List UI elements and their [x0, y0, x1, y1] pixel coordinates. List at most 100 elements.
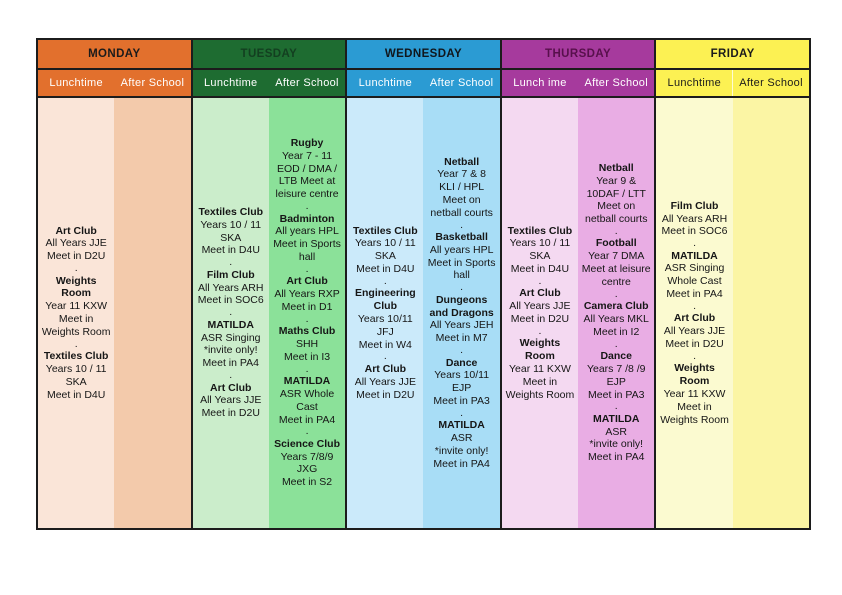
club-title: Maths Club [278, 325, 336, 338]
club-detail: Meet in Sports hall [427, 256, 496, 282]
day-body-thursday: Textiles Club Years 10 / 11 SKA Meet in D4… [501, 98, 655, 528]
after-school-cell-friday [732, 98, 809, 528]
club-detail: ASR Whole Cast [279, 387, 335, 413]
day-column-tuesday: TUESDAY Lunchtime After School Textiles Clu… [190, 40, 346, 528]
club-detail: Year 9 & 10DAF / LTT [586, 174, 646, 200]
club-entry: Weights Room Year 11 KXW Meet in Weights R… [505, 337, 575, 401]
lunchtime-header-friday: Lunchtime [667, 77, 721, 89]
club-detail: All Years ARH Meet in SOC6 [661, 212, 728, 238]
club-list: Textiles Club Years 10 / 11 SKA Meet in D4… [505, 225, 575, 402]
club-entry: Art Club All Years RXP Meet in D1 [272, 275, 342, 313]
day-header-friday: FRIDAY [656, 40, 809, 68]
session-header-row-monday: Lunchtime After School [38, 68, 191, 98]
entry-separator: . [305, 262, 309, 275]
club-detail: Meet in D4U [510, 263, 570, 276]
entry-separator: . [305, 425, 309, 438]
club-detail: Year 11 KXW [508, 362, 571, 375]
club-detail: Year 7 & 8 [437, 168, 486, 181]
entry-separator: . [305, 199, 309, 212]
club-detail: Meet on netball courts [430, 193, 493, 219]
club-title: Film Club [206, 268, 255, 281]
club-title: Art Club [210, 381, 252, 394]
lunchtime-header-tuesday: Lunchtime [204, 77, 258, 89]
club-entry: Weights Room Year 11 KXW Meet in Weights R… [659, 362, 729, 426]
club-entry: Rugby Year 7 - 11 EOD / DMA / LTB Meet at … [272, 137, 342, 201]
club-entry: Textiles Club Years 10 / 11 SKA Meet in D4… [505, 225, 575, 276]
club-detail: *invite only! [203, 344, 258, 357]
club-detail: Year 7 - 11 [281, 149, 333, 162]
club-title: Art Club [673, 312, 716, 325]
club-title: Netball [598, 161, 634, 174]
club-entry: Science Club Years 7/8/9 JXG Meet in S2 [272, 438, 342, 489]
club-detail: All Years JEH [429, 319, 494, 332]
club-detail: Meet in Weights Room [660, 400, 729, 426]
day-header-thursday: THURSDAY [501, 40, 655, 68]
day-body-monday: Art Club All Years JJE Meet in D2U. Weights… [38, 98, 191, 528]
club-detail: Meet in Weights Room [41, 313, 111, 338]
entry-separator: . [614, 224, 618, 237]
club-detail: Meet in S2 [281, 476, 333, 489]
club-entry: Netball Year 7 & 8 KLI / HPL Meet on netbal… [426, 156, 496, 220]
day-column-friday: FRIDAY Lunchtime After School Film Club All … [654, 40, 809, 528]
club-title: Film Club [670, 199, 719, 212]
after-school-header-tuesday: After School [275, 77, 339, 89]
session-header-row-friday: Lunchtime After School [656, 68, 809, 98]
club-title: Engineering Club [354, 287, 416, 313]
club-entry: Basketball All years HPL Meet in Sports ha… [426, 231, 496, 282]
club-entry: Dungeons and Dragons All Years JEH Meet in… [426, 294, 496, 345]
lunchtime-cell-monday: Art Club All Years JJE Meet in D2U. Weights… [38, 98, 115, 528]
entry-separator: . [305, 312, 309, 325]
club-detail: *invite only! [589, 438, 644, 451]
club-detail: Meet in M7 [435, 332, 488, 345]
club-detail: Year 7 DMA [588, 250, 645, 263]
club-detail: Years 10 / 11 SKA [45, 362, 107, 388]
after-school-cell-thursday: Netball Year 9 & 10DAF / LTT Meet on netba… [578, 98, 655, 528]
club-entry: Art Club All Years JJE Meet in D2U [350, 363, 420, 401]
club-detail: Years 10 / 11 SKA [200, 218, 262, 244]
club-entry: MATILDA ASR Singing Whole Cast Meet in PA4 [659, 250, 729, 301]
entry-separator: . [614, 287, 618, 300]
club-detail: All years HPL [275, 225, 339, 238]
club-title: Art Club [286, 275, 328, 288]
club-entry: Art Club All Years JJE Meet in D2U [659, 312, 729, 350]
club-detail: Meet in D4U [356, 263, 415, 276]
club-detail: Meet in PA4 [588, 451, 645, 464]
club-list: Textiles Club Years 10 / 11 SKA Meet in D4… [350, 225, 420, 402]
club-entry: MATILDA ASR *invite only! Meet in PA4 [581, 413, 651, 464]
club-detail: Meet in Sports hall [273, 238, 341, 263]
club-entry: Dance Years 7 /8 /9 EJP Meet in PA3 [581, 350, 651, 401]
after-school-cell-monday [114, 98, 191, 528]
after-school-cell-tuesday: Rugby Year 7 - 11 EOD / DMA / LTB Meet at … [268, 98, 346, 528]
club-title: MATILDA [671, 249, 718, 262]
club-detail: Meet in D4U [46, 388, 106, 401]
club-title: MATILDA [207, 318, 254, 331]
club-detail: Meet in PA4 [202, 357, 259, 370]
club-detail: Meet in PA4 [433, 457, 490, 470]
club-detail: Meet in PA3 [433, 394, 490, 407]
club-entry: Film Club All Years ARH Meet in SOC6 [196, 269, 266, 307]
club-entry: Badminton All years HPL Meet in Sports hal… [272, 213, 342, 264]
club-detail: All Years JJE [509, 300, 571, 313]
day-body-wednesday: Textiles Club Years 10 / 11 SKA Meet in D4… [347, 98, 500, 528]
after-school-header-wednesday: After School [429, 77, 494, 89]
club-detail: ASR Singing Whole Cast [664, 262, 725, 288]
entry-separator: . [614, 400, 618, 413]
club-detail: Meet in D1 [281, 300, 333, 313]
entry-separator: . [614, 337, 618, 350]
club-entry: Textiles Club Years 10 / 11 SKA Meet in D4… [41, 350, 111, 401]
club-entry: Camera Club All Years MKL Meet in I2 [581, 300, 651, 338]
club-title: Weights Room [674, 362, 715, 388]
club-title: Badminton [279, 212, 335, 225]
club-title: Textiles Club [43, 350, 109, 363]
club-detail: All Years JJE [354, 375, 416, 388]
club-detail: Meet in D2U [356, 388, 415, 401]
club-entry: Art Club All Years JJE Meet in D2U [505, 287, 575, 325]
club-list: Film Club All Years ARH Meet in SOC6. MATI… [659, 200, 729, 427]
club-detail: All Years JJE [45, 237, 107, 250]
entry-separator: . [538, 274, 542, 287]
after-school-header-friday: After School [732, 70, 809, 96]
club-detail: Meet in PA4 [666, 288, 723, 301]
club-detail: All Years ARH [198, 281, 264, 294]
club-title: Basketball [435, 231, 488, 244]
club-title: Weights Room [55, 274, 97, 300]
